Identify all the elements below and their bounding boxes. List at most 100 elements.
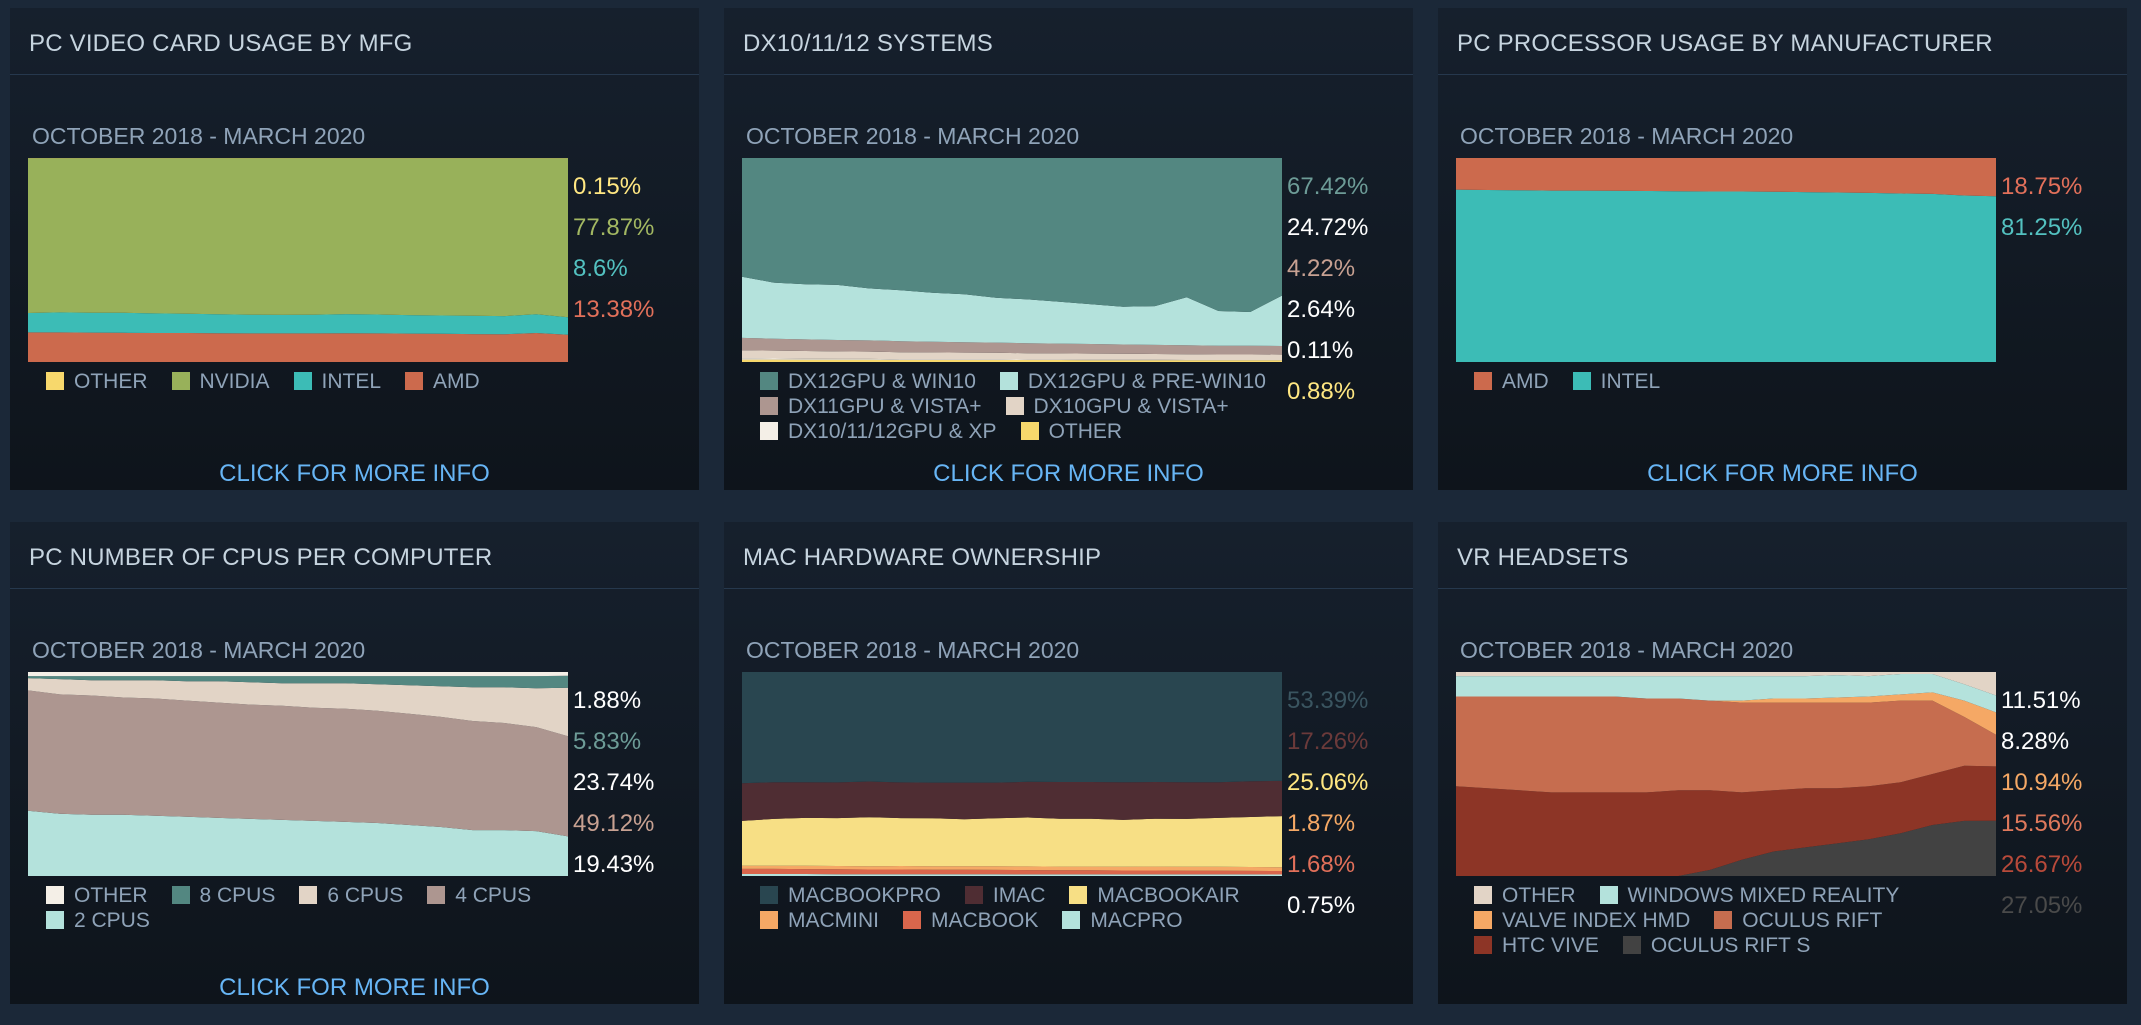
panel-header: PC PROCESSOR USAGE BY MANUFACTURER bbox=[1438, 8, 2127, 75]
legend-item: 6 CPUS bbox=[299, 883, 403, 908]
date-range-label: OCTOBER 2018 - MARCH 2020 bbox=[32, 123, 366, 149]
legend-item: OTHER bbox=[46, 369, 148, 394]
legend-label: AMD bbox=[433, 370, 480, 393]
series-area-macbookair bbox=[742, 816, 1282, 868]
legend-item: DX11GPU & VISTA+ bbox=[760, 394, 982, 419]
panel-title: PC NUMBER OF CPUS PER COMPUTER bbox=[29, 544, 493, 571]
panel-title: MAC HARDWARE OWNERSHIP bbox=[743, 544, 1102, 571]
more-info-link[interactable]: CLICK FOR MORE INFO bbox=[1647, 460, 1918, 487]
panel-header: DX10/11/12 SYSTEMS bbox=[724, 8, 1413, 75]
more-info-link[interactable]: CLICK FOR MORE INFO bbox=[933, 460, 1204, 487]
percent-label: 24.72% bbox=[1287, 214, 1369, 241]
legend-row: OTHER WINDOWS MIXED REALITY bbox=[1474, 883, 1923, 908]
series-area-nvidia bbox=[28, 158, 568, 318]
percent-label: 0.88% bbox=[1287, 378, 1356, 405]
legend-item: OCULUS RIFT bbox=[1714, 908, 1882, 933]
legend-swatch-icon bbox=[999, 372, 1018, 390]
cpus-area-chart bbox=[28, 672, 568, 876]
legend-label: NVIDIA bbox=[199, 370, 270, 393]
legend-label: MACBOOKAIR bbox=[1097, 884, 1240, 907]
dx-systems-area-chart bbox=[742, 158, 1282, 362]
percent-label: 5.83% bbox=[573, 728, 642, 755]
panel-header: VR HEADSETS bbox=[1438, 522, 2127, 589]
date-range-label: OCTOBER 2018 - MARCH 2020 bbox=[1460, 123, 1794, 149]
legend-label: DX12GPU & PRE-WIN10 bbox=[1027, 370, 1266, 393]
more-info-link[interactable]: CLICK FOR MORE INFO bbox=[219, 460, 490, 487]
legend-swatch-icon bbox=[293, 372, 312, 390]
legend-label: MACBOOKPRO bbox=[788, 884, 941, 907]
panel-header: MAC HARDWARE OWNERSHIP bbox=[724, 522, 1413, 589]
legend-label: 4 CPUS bbox=[455, 884, 532, 907]
legend-swatch-icon bbox=[171, 372, 190, 390]
legend-label: INTEL bbox=[321, 370, 382, 393]
legend-swatch-icon bbox=[760, 372, 778, 390]
legend-item: HTC VIVE bbox=[1474, 933, 1599, 958]
series-area-intel bbox=[28, 312, 568, 335]
panel-title: PC PROCESSOR USAGE BY MANUFACTURER bbox=[1457, 30, 1993, 57]
percent-label: 19.43% bbox=[573, 851, 655, 878]
legend-item: OCULUS RIFT S bbox=[1622, 933, 1810, 958]
legend-swatch-icon bbox=[760, 422, 778, 440]
mac-hardware-area-chart bbox=[742, 672, 1282, 876]
legend-swatch-icon bbox=[171, 886, 190, 904]
legend-item: 4 CPUS bbox=[427, 883, 531, 908]
series-area-other bbox=[28, 672, 568, 677]
legend-swatch-icon bbox=[1474, 911, 1492, 929]
series-area-dx10-11-12gpu-xp bbox=[742, 358, 1282, 361]
legend-label: MACBOOK bbox=[931, 909, 1039, 932]
chart-legend: OTHER 8 CPUS 6 CPUS 4 CPUS 2 CPUS bbox=[46, 883, 555, 933]
dx-systems-panel: DX10/11/12 SYSTEMS OCTOBER 2018 - MARCH 2… bbox=[724, 8, 1413, 490]
percent-label: 1.68% bbox=[1287, 851, 1356, 878]
video-card-panel: PC VIDEO CARD USAGE BY MFG OCTOBER 2018 -… bbox=[10, 8, 699, 490]
legend-label: OCULUS RIFT bbox=[1742, 909, 1883, 932]
percent-label: 26.67% bbox=[2001, 851, 2083, 878]
series-area-amd bbox=[28, 332, 568, 362]
percent-label: 13.38% bbox=[573, 296, 655, 323]
legend-label: AMD bbox=[1502, 370, 1549, 393]
legend-swatch-icon bbox=[760, 911, 778, 929]
percent-label: 77.87% bbox=[573, 214, 655, 241]
series-area-dx11gpu-vista- bbox=[742, 337, 1282, 355]
legend-item: WINDOWS MIXED REALITY bbox=[1599, 883, 1899, 908]
percent-label: 0.15% bbox=[573, 173, 642, 200]
legend-swatch-icon bbox=[1572, 372, 1591, 390]
percent-label: 8.28% bbox=[2001, 728, 2070, 755]
legend-swatch-icon bbox=[760, 397, 778, 415]
panel-title: DX10/11/12 SYSTEMS bbox=[743, 30, 993, 57]
percent-label: 49.12% bbox=[573, 810, 655, 837]
series-area-oculus-rift bbox=[1456, 696, 1996, 793]
legend-swatch-icon bbox=[760, 886, 778, 904]
panel-title: VR HEADSETS bbox=[1457, 544, 1629, 571]
vr-headsets-panel: VR HEADSETS OCTOBER 2018 - MARCH 2020 11.5… bbox=[1438, 522, 2127, 1004]
series-area-4-cpus bbox=[28, 690, 568, 837]
series-area-macpro bbox=[742, 874, 1282, 876]
legend-swatch-icon bbox=[964, 886, 983, 904]
series-area-8-cpus bbox=[28, 675, 568, 689]
series-area-dx12gpu-win10 bbox=[742, 158, 1282, 312]
more-info-link[interactable]: CLICK FOR MORE INFO bbox=[219, 974, 490, 1001]
panel-header: PC VIDEO CARD USAGE BY MFG bbox=[10, 8, 699, 75]
legend-label: OTHER bbox=[1048, 420, 1123, 443]
legend-label: DX12GPU & WIN10 bbox=[788, 370, 976, 393]
percent-label: 4.22% bbox=[1287, 255, 1356, 282]
series-area-macbookpro bbox=[742, 672, 1282, 784]
percent-label: 53.39% bbox=[1287, 687, 1369, 714]
legend-label: MACMINI bbox=[788, 909, 879, 932]
legend-swatch-icon bbox=[1062, 911, 1081, 929]
legend-label: DX10/11/12GPU & XP bbox=[788, 420, 997, 443]
processor-panel: PC PROCESSOR USAGE BY MANUFACTURER OCTOBE… bbox=[1438, 8, 2127, 490]
legend-item: DX10GPU & VISTA+ bbox=[1005, 394, 1229, 419]
legend-item: 8 CPUS bbox=[171, 883, 275, 908]
series-area-macmini bbox=[742, 865, 1282, 871]
legend-item: MACBOOK bbox=[903, 908, 1038, 933]
legend-swatch-icon bbox=[903, 911, 921, 929]
legend-label: HTC VIVE bbox=[1502, 934, 1599, 957]
chart-legend: OTHER NVIDIA INTEL AMD bbox=[46, 369, 504, 394]
legend-swatch-icon bbox=[1474, 886, 1492, 904]
legend-item: OTHER bbox=[1020, 419, 1123, 444]
processor-area-chart bbox=[1456, 158, 1996, 362]
percent-label: 11.51% bbox=[2001, 687, 2081, 714]
percent-label: 67.42% bbox=[1287, 173, 1369, 200]
percent-label: 8.6% bbox=[573, 255, 628, 282]
percent-label: 18.75% bbox=[2001, 173, 2083, 200]
